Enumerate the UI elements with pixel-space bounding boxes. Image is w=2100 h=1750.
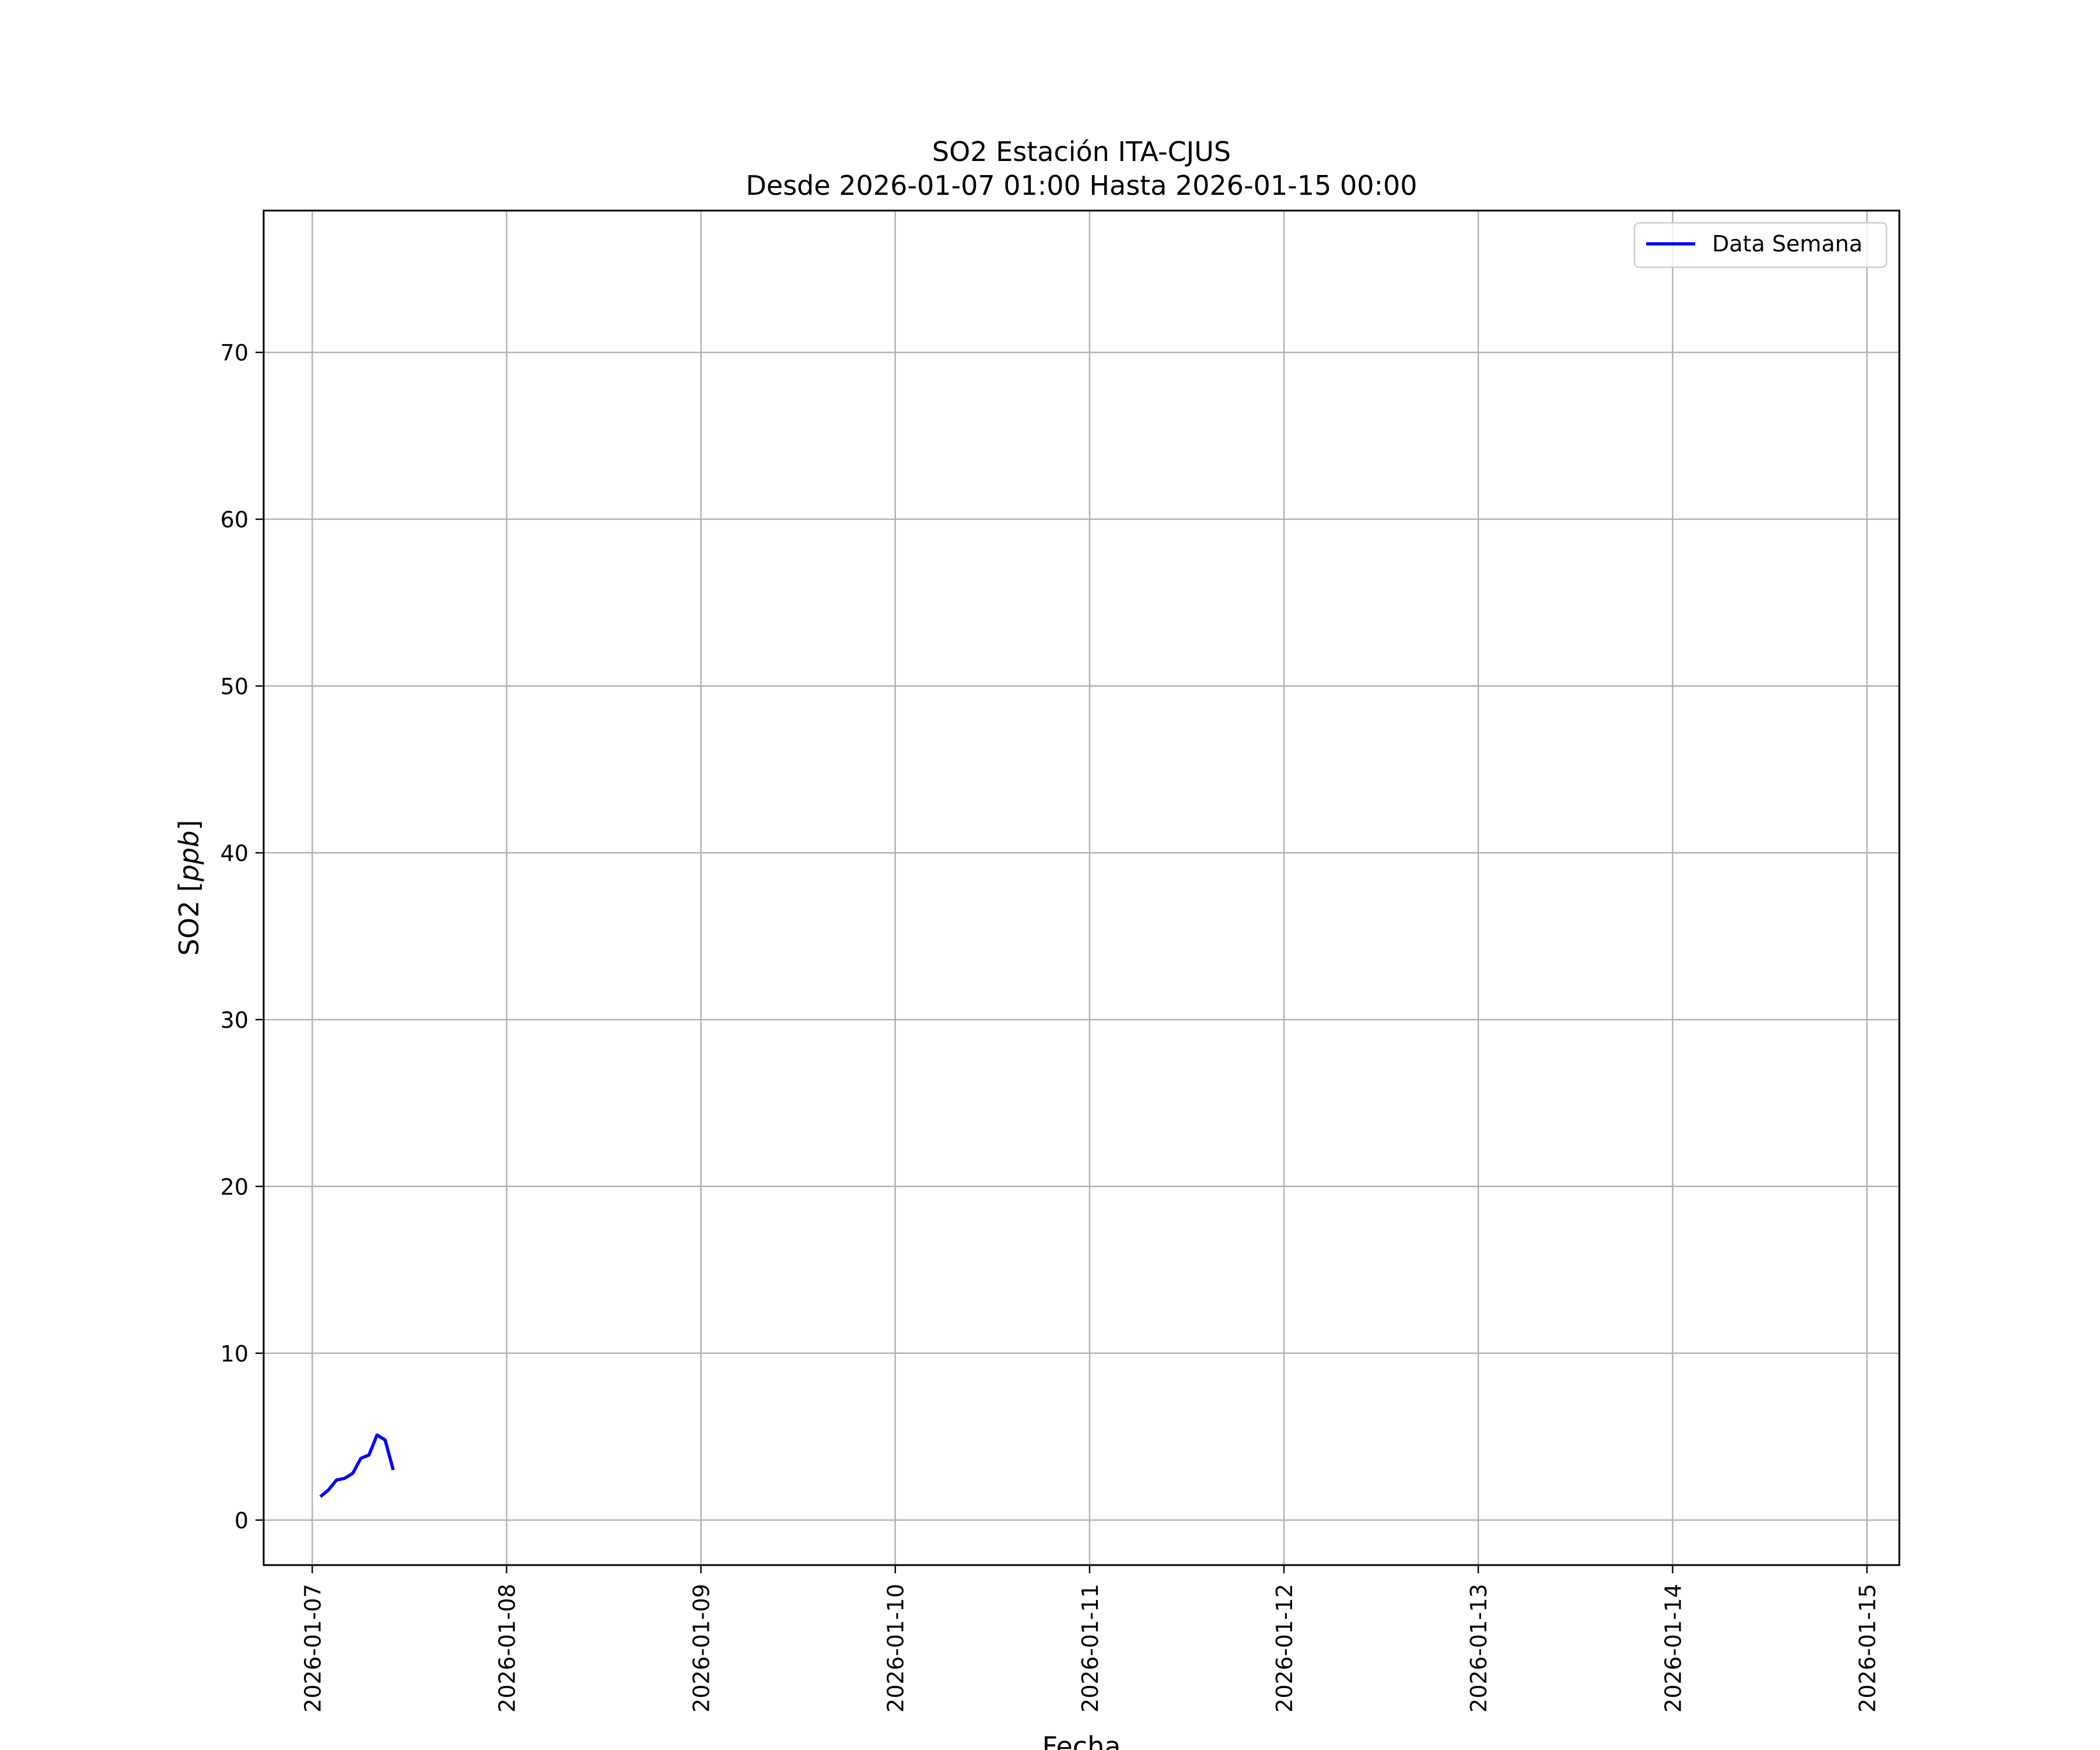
grid-lines — [264, 211, 1899, 1565]
x-tick-label: 2026-01-15 — [1854, 1584, 1880, 1713]
y-tick-label: 10 — [220, 1341, 249, 1367]
y-axis-label-prefix: SO2 [ — [173, 881, 205, 956]
x-axis-ticks: 2026-01-07 2026-01-08 2026-01-09 2026-01-10… — [300, 1565, 1880, 1713]
x-tick-label: 2026-01-11 — [1077, 1584, 1103, 1713]
y-tick-label: 30 — [220, 1007, 249, 1033]
legend-box — [1633, 222, 1888, 268]
y-tick-label: 40 — [220, 841, 249, 866]
legend: Data Semana — [1633, 222, 1888, 268]
y-tick-label: 70 — [220, 340, 249, 366]
chart-subtitle: Desde 2026-01-07 01:00 Hasta 2026-01-15 … — [746, 170, 1417, 201]
x-axis-label: Fecha — [1042, 1731, 1121, 1750]
x-tick-label: 2026-01-13 — [1466, 1584, 1492, 1713]
y-tick-label: 60 — [220, 507, 249, 533]
plot-area-frame — [262, 209, 1901, 1566]
y-axis-label-unit: ppb — [173, 831, 205, 883]
y-tick-label: 0 — [235, 1508, 249, 1534]
y-axis-label: SO2 [ppb] — [173, 820, 205, 956]
legend-label: Data Semana — [1712, 231, 1863, 257]
x-tick-label: 2026-01-10 — [883, 1584, 909, 1713]
chart-title: SO2 Estación ITA-CJUS — [932, 136, 1231, 167]
x-tick-label: 2026-01-14 — [1660, 1584, 1686, 1713]
x-tick-label: 2026-01-07 — [300, 1584, 326, 1713]
series-line-data-semana — [319, 1433, 395, 1498]
y-axis-label-suffix: ] — [173, 820, 205, 831]
x-tick-label: 2026-01-12 — [1272, 1584, 1297, 1713]
x-tick-label: 2026-01-08 — [494, 1584, 520, 1713]
y-tick-label: 20 — [220, 1174, 249, 1200]
x-tick-label: 2026-01-09 — [689, 1584, 715, 1713]
y-axis-ticks: 0 10 20 30 40 50 60 70 — [220, 340, 264, 1534]
y-tick-label: 50 — [220, 674, 249, 699]
